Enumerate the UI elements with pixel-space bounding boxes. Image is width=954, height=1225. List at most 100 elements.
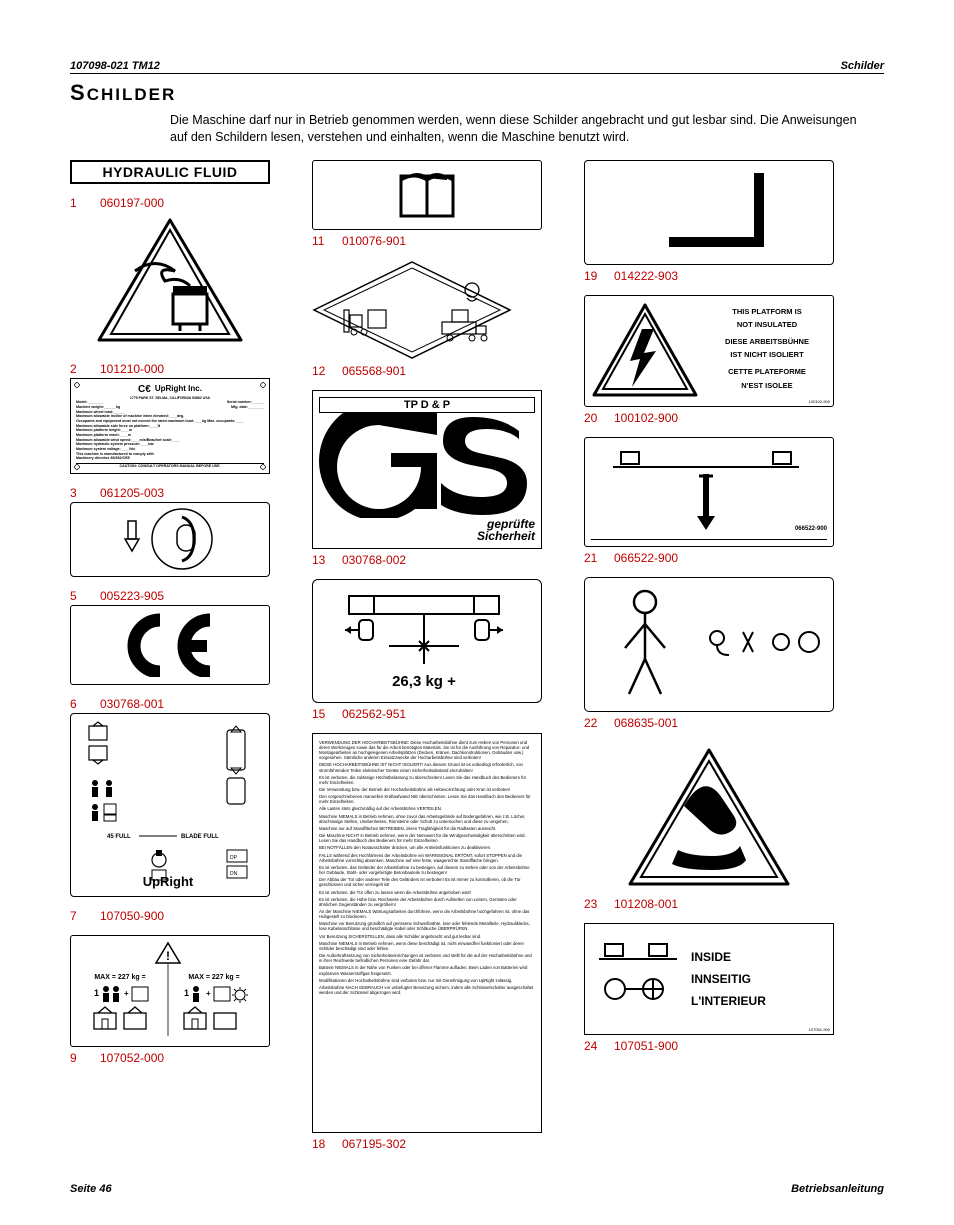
title-rest: CHILDER bbox=[87, 85, 177, 104]
decal-22-graphic: 22 068635-001 bbox=[584, 577, 834, 730]
decal-11-graphic: 11 010076-901 bbox=[312, 160, 542, 248]
svg-text:1: 1 bbox=[184, 988, 189, 998]
decal-3-num: 3 bbox=[70, 486, 84, 500]
column-2: 11 010076-901 bbox=[312, 160, 542, 1163]
warning-text-decal: VERWENDUNG DER HOCHARBEITSBÜHNE: Diese H… bbox=[312, 733, 542, 1133]
column-1: HYDRAULIC FLUID 1 060197-000 bbox=[70, 160, 270, 1077]
gs-top-label: TP D & P bbox=[319, 397, 535, 413]
decal-19-num: 19 bbox=[584, 269, 598, 283]
intro-text: Die Maschine darf nur in Betrieb genomme… bbox=[170, 112, 860, 146]
decal-2-num: 2 bbox=[70, 362, 84, 376]
max-left: MAX = 227 kg = bbox=[94, 974, 145, 981]
nameplate-brand: UpRight Inc. bbox=[155, 384, 202, 394]
footer-left: Seite 46 bbox=[70, 1183, 112, 1195]
decal-3-part: 061205-003 bbox=[100, 486, 164, 500]
header-right: Schilder bbox=[841, 60, 884, 72]
wind-triangle-icon bbox=[95, 216, 245, 346]
column-3: 19 014222-903 THIS PLATFORM ISNOT INSULAT… bbox=[584, 160, 834, 1065]
handle-circle-icon bbox=[147, 507, 217, 572]
person-icon bbox=[595, 584, 695, 704]
decal-18-part: 067195-302 bbox=[342, 1137, 406, 1151]
hand-force-icon: 26,3 kg + bbox=[319, 586, 529, 696]
decal-22-num: 22 bbox=[584, 716, 598, 730]
decal-21-graphic: 066522-900 21066522-900 bbox=[584, 437, 834, 565]
control-panel-icon: 45 FULL BLADE FULL DP DN Up bbox=[77, 720, 259, 890]
decal-24-num: 24 bbox=[584, 1039, 598, 1053]
decal-21-num: 21 bbox=[584, 551, 598, 565]
upright-panel: 45 FULL BLADE FULL DP DN Up bbox=[70, 713, 270, 897]
header-left: 107098-021 TM12 bbox=[70, 60, 160, 72]
nameplate-rows: Model:________Serial number:______Machin… bbox=[76, 400, 264, 461]
nameplate-caution: CAUTION: CONSULT OPERATORS MANUAL BEFORE… bbox=[76, 463, 264, 469]
decal-20-num: 20 bbox=[584, 411, 598, 425]
down-arrow-icon bbox=[123, 519, 141, 559]
decal-5-part: 005223-905 bbox=[100, 589, 164, 603]
svg-text:BLADE FULL: BLADE FULL bbox=[181, 834, 219, 840]
decal-hydraulic-fluid: HYDRAULIC FLUID bbox=[70, 160, 270, 184]
decal-5: 5 005223-905 bbox=[70, 589, 270, 685]
svg-text:1: 1 bbox=[94, 988, 99, 998]
svg-text:45 FULL: 45 FULL bbox=[107, 834, 131, 840]
decal-9-graphic: ! MAX = 227 kg = MAX = 227 kg = 1 + bbox=[70, 935, 270, 1065]
decal-24-graphic: INSIDEINNSEITIGL'INTERIEUR 107051-900 24… bbox=[584, 923, 834, 1053]
decal-15-num: 15 bbox=[312, 707, 326, 721]
max-load-icon: ! MAX = 227 kg = MAX = 227 kg = 1 + bbox=[76, 941, 260, 1041]
handle-decal bbox=[70, 502, 270, 577]
decal-2-part: 101210-000 bbox=[100, 362, 164, 376]
decal-12-graphic: 12 065568-901 bbox=[312, 260, 542, 378]
decal-13-part: 030768-002 bbox=[342, 553, 406, 567]
decal-7: 7 107050-900 bbox=[70, 909, 270, 923]
decal-22-part: 068635-001 bbox=[614, 716, 678, 730]
corner-icon bbox=[74, 464, 80, 470]
decal-18-num: 18 bbox=[312, 1137, 326, 1151]
decal-7-part: 107050-900 bbox=[100, 909, 164, 923]
decal-9-part: 107052-000 bbox=[100, 1051, 164, 1065]
crush-foot-triangle-icon bbox=[624, 746, 794, 891]
decal-24-part: 107051-900 bbox=[614, 1039, 678, 1053]
decal-3: 3 061205-003 bbox=[70, 486, 270, 577]
decal-11-part: 010076-901 bbox=[342, 234, 406, 248]
decal-15-part: 062562-951 bbox=[342, 707, 406, 721]
decal-19-part: 014222-903 bbox=[614, 269, 678, 283]
decal-13-graphic: TP D & P geprüfte Sicherheit 13030768-00… bbox=[312, 390, 542, 567]
decal-18-graphic: VERWENDUNG DER HOCHARBEITSBÜHNE: Diese H… bbox=[312, 733, 542, 1151]
hydraulic-fluid-label: HYDRAULIC FLUID bbox=[70, 160, 270, 184]
decal-23-num: 23 bbox=[584, 897, 598, 911]
tiedown-diamond-icon bbox=[312, 260, 512, 360]
gs-bot1: geprüfte bbox=[319, 518, 535, 530]
decal-2: 2 101210-000 C€ UpRight Inc. 1775 PARK S… bbox=[70, 362, 270, 474]
title-cap: S bbox=[70, 80, 87, 105]
footer: Seite 46 Betriebsanleitung bbox=[70, 1183, 884, 1195]
harness-symbols-icon bbox=[703, 624, 823, 664]
decal-1-part: 060197-000 bbox=[100, 196, 164, 210]
decal-7-num: 7 bbox=[70, 909, 84, 923]
decal-23-graphic: 23 101208-001 bbox=[584, 742, 834, 911]
decal-6: 6030768-001 bbox=[70, 697, 270, 897]
decal-12-part: 065568-901 bbox=[342, 364, 406, 378]
decal-15-graphic: 26,3 kg + 15 062562-951 bbox=[312, 579, 542, 721]
svg-text:DN: DN bbox=[230, 871, 238, 877]
decal-12-num: 12 bbox=[312, 364, 326, 378]
decal-1-num: 1 bbox=[70, 196, 84, 210]
nameplate: C€ UpRight Inc. 1775 PARK ST. SELMA, CAL… bbox=[70, 378, 270, 474]
upright-brand: UpRight bbox=[143, 874, 194, 889]
insulation-text: THIS PLATFORM ISNOT INSULATEDDIESE ARBEI… bbox=[706, 301, 828, 401]
ce-icon bbox=[115, 612, 225, 677]
decal-2-caption: 2 101210-000 bbox=[70, 362, 270, 376]
svg-text:!: ! bbox=[166, 949, 170, 963]
decal-23-part: 101208-001 bbox=[614, 897, 678, 911]
l-bracket-icon bbox=[644, 170, 774, 255]
decal-columns: HYDRAULIC FLUID 1 060197-000 bbox=[70, 160, 884, 1163]
decal-5-num: 5 bbox=[70, 589, 84, 603]
decal-11-num: 11 bbox=[312, 234, 326, 248]
section-title: SCHILDER bbox=[70, 80, 884, 106]
inside-decal-icon bbox=[593, 934, 683, 1024]
decal-9-num: 9 bbox=[70, 1051, 84, 1065]
svg-text:DP: DP bbox=[230, 855, 238, 861]
page: 107098-021 TM12 Schilder SCHILDER Die Ma… bbox=[0, 0, 954, 1225]
bolt-triangle-icon bbox=[590, 301, 700, 401]
tiedown-decal-icon bbox=[591, 444, 821, 540]
corner-icon bbox=[260, 464, 266, 470]
decal-1: 1 060197-000 bbox=[70, 196, 270, 350]
decal-1-caption: 1 060197-000 bbox=[70, 196, 270, 210]
